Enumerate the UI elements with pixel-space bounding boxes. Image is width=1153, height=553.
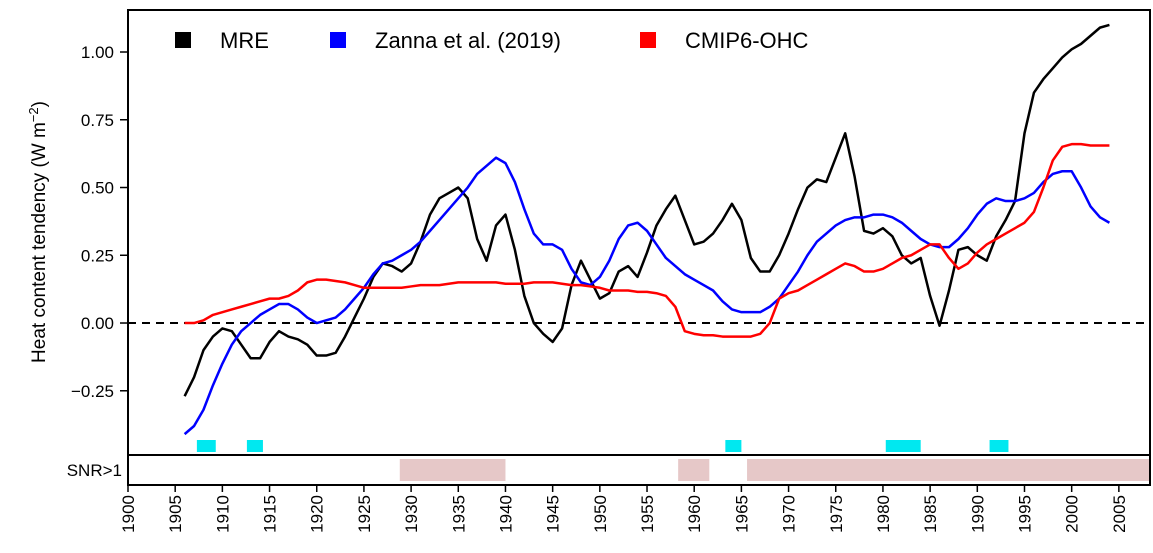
x-tick-label: 1930 xyxy=(402,495,421,533)
x-tick-label: 1905 xyxy=(166,495,185,533)
snr-interval xyxy=(678,459,710,481)
legend-swatch xyxy=(640,32,656,48)
x-tick-label: 1960 xyxy=(685,495,704,533)
y-tick-label: 0.00 xyxy=(81,314,114,333)
highlight-interval xyxy=(989,440,1009,452)
x-tick-label: 1975 xyxy=(827,495,846,533)
x-tick-label: 1980 xyxy=(874,495,893,533)
snr-label: SNR>1 xyxy=(67,461,122,480)
x-tick-label: 1985 xyxy=(921,495,940,533)
legend-label: Zanna et al. (2019) xyxy=(375,28,561,53)
highlight-interval xyxy=(725,440,742,452)
x-tick-label: 2005 xyxy=(1110,495,1129,533)
y-tick-label: 0.25 xyxy=(81,246,114,265)
snr-interval xyxy=(399,459,506,481)
y-tick-label: 0.50 xyxy=(81,179,114,198)
x-tick-label: 1910 xyxy=(213,495,232,533)
x-tick-label: 1920 xyxy=(308,495,327,533)
x-tick-label: 1955 xyxy=(638,495,657,533)
x-tick-label: 1990 xyxy=(968,495,987,533)
x-tick-label: 1900 xyxy=(119,495,138,533)
y-axis-label-sup: −2 xyxy=(26,107,41,122)
x-tick-label: 1965 xyxy=(732,495,751,533)
x-tick-label: 1950 xyxy=(591,495,610,533)
legend-label: CMIP6-OHC xyxy=(685,28,809,53)
highlight-interval xyxy=(196,440,216,452)
x-tick-label: 1970 xyxy=(780,495,799,533)
y-axis-label: Heat content tendency (W m−2) xyxy=(26,101,50,363)
snr-interval xyxy=(747,459,1150,481)
x-tick-label: 1940 xyxy=(496,495,515,533)
series-line xyxy=(183,156,1111,436)
legend-label: MRE xyxy=(220,28,269,53)
x-tick-label: 1935 xyxy=(449,495,468,533)
x-tick-label: 2000 xyxy=(1063,495,1082,533)
series-line xyxy=(183,23,1110,397)
highlight-interval xyxy=(246,440,263,452)
highlight-interval xyxy=(885,440,921,452)
x-tick-label: 1925 xyxy=(355,495,374,533)
plot-frame xyxy=(127,9,1151,486)
y-tick-label: 0.75 xyxy=(81,111,114,130)
series-line xyxy=(184,142,1110,338)
legend-swatch xyxy=(330,32,346,48)
x-tick-label: 1945 xyxy=(544,495,563,533)
y-axis-label-tail: ) xyxy=(29,101,50,107)
legend-swatch xyxy=(175,32,191,48)
y-tick-label: 1.00 xyxy=(81,43,114,62)
y-tick-label: −0.25 xyxy=(71,382,114,401)
x-tick-label: 1995 xyxy=(1015,495,1034,533)
x-tick-label: 1915 xyxy=(261,495,280,533)
y-axis-label-text: Heat content tendency (W m xyxy=(29,122,50,363)
